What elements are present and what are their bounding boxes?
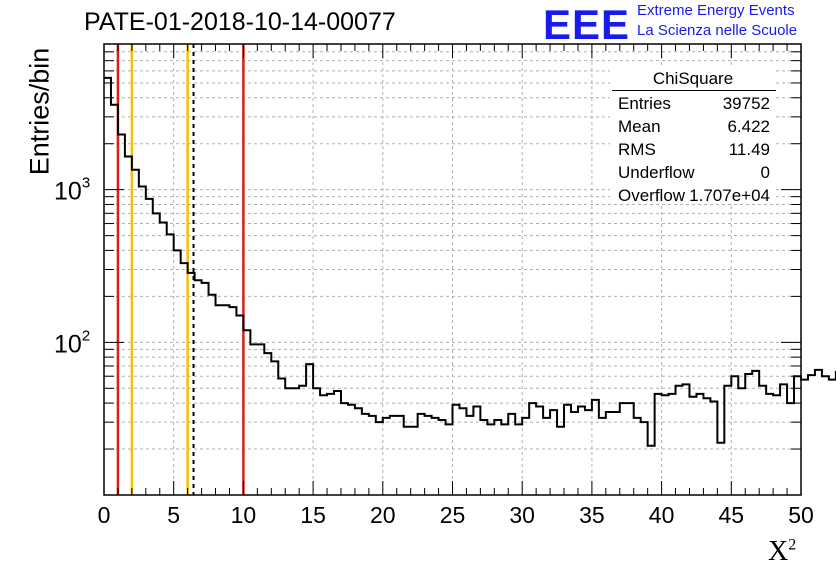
y-tick-label: 103: [54, 175, 90, 206]
y-axis-label: Entries/bin: [24, 47, 55, 176]
x-tick-label: 50: [788, 502, 814, 528]
stats-box: ChiSquare Entries 39752 Mean 6.422 RMS 11.4…: [610, 67, 776, 205]
axis-ticks: [103, 43, 802, 496]
histogram-step-line: [104, 76, 836, 447]
eee-logo: EEE: [543, 1, 631, 48]
x-tick-label: 0: [98, 502, 111, 528]
x-tick-label: 20: [370, 502, 396, 528]
x-tick-label: 35: [579, 502, 605, 528]
x-tick-label: 10: [231, 502, 257, 528]
x-axis-label: X2: [768, 536, 797, 567]
x-tick-label: 25: [440, 502, 466, 528]
x-tick-label: 30: [509, 502, 535, 528]
stats-divider: [612, 90, 776, 91]
logo-line-1: Extreme Energy Events: [637, 2, 795, 19]
y-tick-label: 102: [54, 327, 90, 358]
x-tick-label: 15: [300, 502, 326, 528]
x-tick-labels: 0 5 10 15 20 25 30 35 40 45 50: [98, 502, 814, 528]
y-tick-labels: 102 103: [54, 175, 90, 359]
x-tick-label: 40: [649, 502, 675, 528]
x-tick-label: 5: [167, 502, 180, 528]
x-tick-label: 45: [719, 502, 745, 528]
stats-name: ChiSquare: [652, 69, 734, 88]
logo-line-2: La Scienza nelle Scuole: [637, 22, 798, 39]
plot-title: PATE-01-2018-10-14-00077: [84, 8, 396, 36]
